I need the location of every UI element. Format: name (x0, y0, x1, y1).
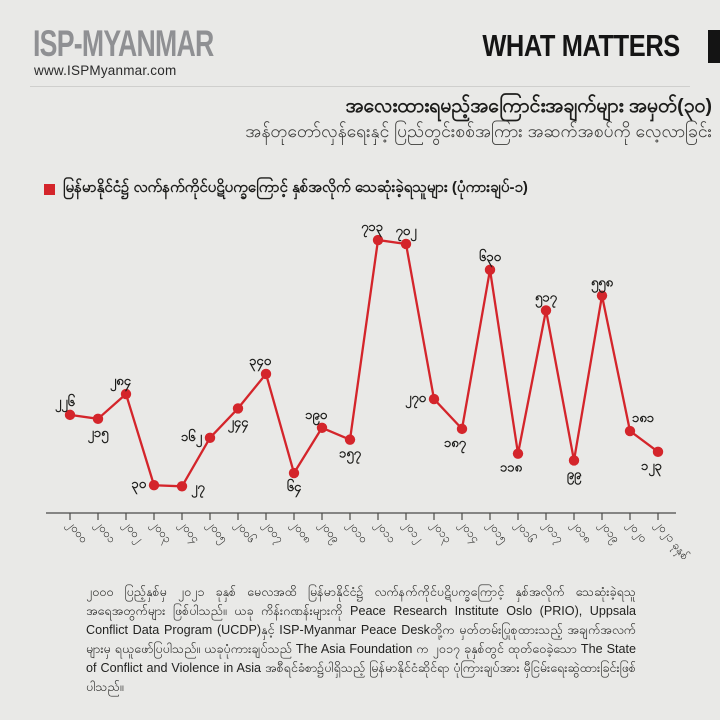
x-axis-year-label: ၂၀၁၂ (399, 518, 425, 546)
data-point-2010 (344, 434, 356, 445)
data-point-2002 (120, 388, 132, 400)
chart-legend: မြန်မာနိုင်ငံ၌ လက်နက်ကိုင်ပဋိပက္ခကြောင့်… (44, 178, 528, 200)
x-axis-year-label: ၂၀၁၃ (427, 518, 453, 546)
issue-title: အလေးထားရမည့်အကြောင်းအချက်များ အမှတ်(၃၀) (345, 95, 712, 117)
data-label-2011: ၇၁၃ (361, 219, 384, 238)
data-label-2020: ၁၈၁ (632, 410, 655, 425)
issue-subtitle: အန်တုတော်လှန်ရေးနှင့် ပြည်တွင်းစစ်အကြား … (245, 121, 712, 141)
x-axis-year-label: ၂၀၀၇ (259, 518, 285, 546)
data-point-2005 (204, 432, 216, 444)
data-point-2006 (232, 403, 244, 414)
data-point-2007 (260, 368, 272, 380)
x-axis-year-label: ၂၀၁၇ (539, 518, 565, 546)
header-accent-bar (708, 30, 720, 63)
x-axis-year-label: ၂၀၁၀ (343, 518, 369, 546)
x-axis-year-label: ၂၀၀၁ (91, 518, 117, 546)
x-axis-year-label: ၂၀၂၀ (623, 518, 649, 546)
data-point-2021 (652, 446, 664, 458)
masthead-title: WHAT MATTERS (482, 28, 681, 63)
data-label-2017: ၅၁၇ (535, 289, 558, 308)
source-note: ၂၀၀၀ ပြည့်နှစ်မှ ၂၀၂၁ ခုနှစ် မေလအထိ မြန်… (86, 585, 636, 694)
legend-label: မြန်မာနိုင်ငံ၌ လက်နက်ကိုင်ပဋိပက္ခကြောင့်… (63, 179, 528, 196)
data-point-2008 (288, 467, 300, 479)
data-label-2003: ၃၀ (131, 476, 146, 495)
data-point-2018 (568, 455, 580, 466)
data-point-2001 (92, 413, 104, 425)
data-label-2009: ၁၉၀ (305, 407, 328, 426)
data-point-2013 (428, 393, 440, 405)
website-link[interactable]: www.ISPMyanmar.com (34, 63, 177, 78)
data-point-2015 (484, 264, 496, 276)
data-label-2008: ၆၄ (287, 478, 302, 498)
data-point-2016 (512, 448, 524, 459)
data-label-2012: ၇၀၂ (395, 223, 417, 242)
x-axis-year-label: ၂၀၀၀ (63, 518, 89, 546)
isp-myanmar-logo: ISP-MYANMAR (33, 23, 214, 64)
x-axis-year-label: ၂၀၁၄ (455, 518, 481, 546)
data-label-2010: ၁၅၇ (339, 446, 362, 465)
x-axis-year-label: ၂၀၁၆ (511, 518, 538, 547)
legend-square-icon (44, 183, 55, 195)
x-axis-year-label: ၂၀၂၁ ခုနှစ် (651, 518, 691, 564)
x-axis-year-label: ၂၀၀၅ (203, 518, 229, 546)
data-label-2018: ၉၉ (567, 466, 582, 485)
x-axis-year-label: ၂၀၁၅ (483, 518, 509, 546)
data-label-2002: ၂၈၄ (110, 373, 132, 392)
header-divider (30, 86, 690, 87)
data-label-2007: ၃၄၀ (249, 353, 272, 372)
data-point-2020 (624, 425, 636, 437)
x-axis-year-label: ၂၀၀၆ (231, 518, 258, 547)
data-label-2000: ၂၂၆ (55, 393, 76, 413)
chart-svg: ၂၀၀၀ ၂၀၀၁ ၂၀၀၂ ၂၀၀၃ ၂၀၀၄ ၂၀၀၅ ၂၀၀၆ ၂၀၀၇ ၂၀၀၈ ၂၀၀၉… (46, 219, 691, 564)
data-point-2014 (456, 423, 468, 435)
x-axis-year-label: ၂၀၁၉ (595, 518, 621, 546)
data-point-2004 (176, 481, 188, 492)
data-label-2005: ၁၆၂ (181, 428, 203, 448)
data-label-2006: ၂၄၄ (227, 414, 249, 433)
x-axis-year-label: ၂၀၁၁ (371, 518, 397, 546)
x-axis-year-label: ၂၀၀၈ (287, 518, 314, 546)
data-point-2003 (148, 480, 160, 491)
data-point-2012 (400, 238, 412, 250)
conflict-deaths-chart: ၂၀၀၀ ၂၀၀၁ ၂၀၀၂ ၂၀၀၃ ၂၀၀၄ ၂၀၀၅ ၂၀၀၆ ၂၀၀၇ ၂၀၀၈ ၂၀၀၉… (0, 200, 720, 585)
data-label-2001: ၂၁၅ (87, 425, 109, 444)
data-point-2017 (540, 305, 552, 316)
data-label-2004: ၂၇ (191, 479, 205, 498)
x-axis-year-label: ၂၀၀၃ (147, 518, 173, 546)
deaths-line-series (69, 238, 659, 488)
x-axis-year-label: ၂၀၀၄ (175, 518, 201, 546)
data-label-2015: ၆၃၀ (479, 248, 502, 268)
data-point-2011 (372, 234, 384, 246)
data-label-2013: ၂၇၀ (405, 390, 427, 409)
data-label-2016: ၁၁၈ (500, 460, 523, 475)
data-label-2021: ၁၂၃ (641, 458, 663, 477)
data-point-2000 (64, 409, 76, 421)
data-label-2014: ၁၈၇ (444, 435, 467, 454)
x-axis-year-label: ၂၀၀၉ (315, 518, 341, 546)
data-point-2019 (596, 290, 608, 301)
data-label-2019: ၅၅၈ (591, 275, 614, 294)
x-axis-year-label: ၂၀၁၈ (567, 518, 594, 546)
x-axis-year-label: ၂၀၀၂ (119, 518, 145, 546)
data-point-2009 (316, 422, 328, 433)
